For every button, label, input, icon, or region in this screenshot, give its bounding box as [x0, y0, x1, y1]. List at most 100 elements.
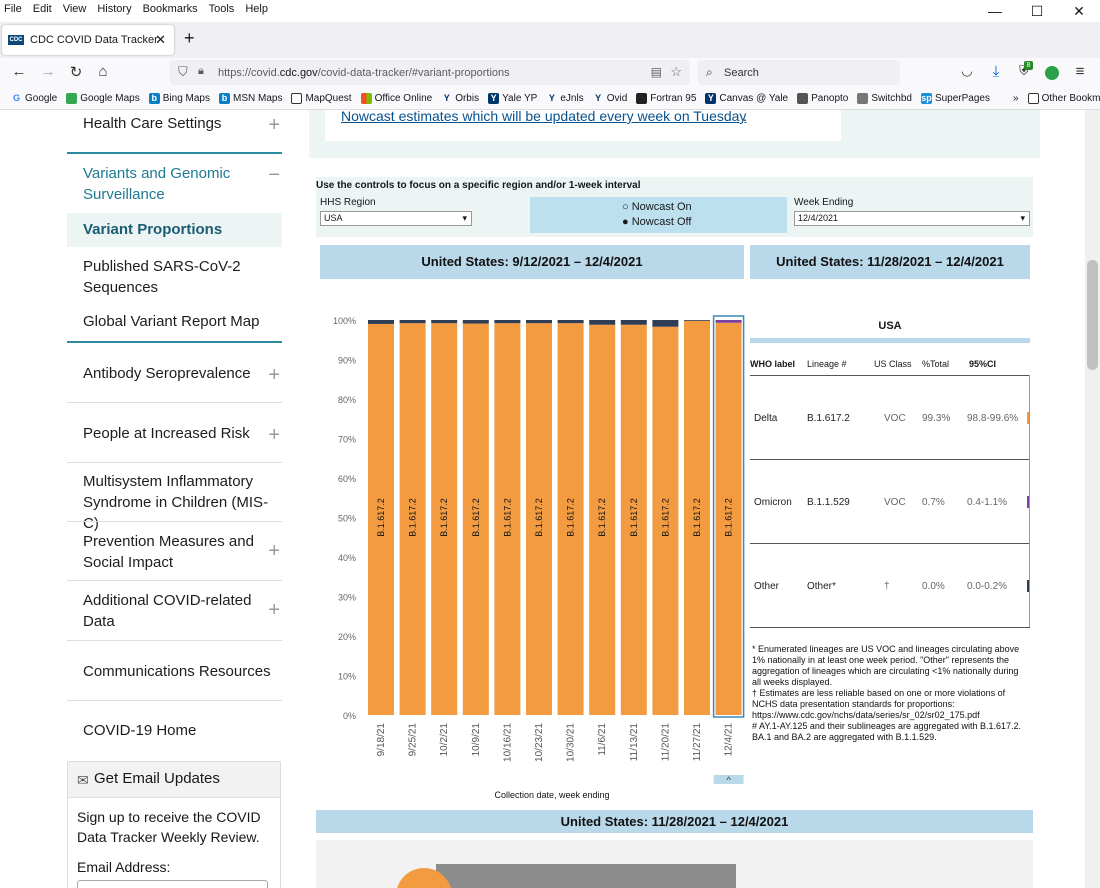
- expand-plus-icon[interactable]: +: [268, 114, 280, 136]
- x-axis-title: Collection date, week ending: [494, 790, 609, 800]
- bookmark-office-online[interactable]: Office Online: [360, 93, 432, 104]
- sidebar-item-mis-c[interactable]: Multisystem Inflammatory Syndrome in Chi…: [83, 473, 269, 532]
- bookmark-fortran[interactable]: Fortran 95: [636, 93, 696, 104]
- expand-plus-icon[interactable]: +: [268, 364, 280, 386]
- sidebar-item-prevention[interactable]: Prevention Measures and Social Impact +: [83, 533, 280, 571]
- bookmark-msn-maps[interactable]: b MSN Maps: [218, 93, 282, 104]
- bookmark-google[interactable]: G Google: [12, 93, 58, 104]
- menu-view[interactable]: View: [62, 2, 87, 15]
- mapquest-icon: [291, 93, 303, 104]
- reader-view-icon[interactable]: ▤: [650, 65, 662, 79]
- menu-help[interactable]: Help: [245, 2, 268, 15]
- home-icon[interactable]: ⌂: [98, 63, 108, 80]
- shield-icon[interactable]: ⛉: [178, 64, 188, 79]
- new-tab-icon[interactable]: +: [184, 28, 195, 48]
- divider: [67, 462, 282, 463]
- nowcast-link[interactable]: Nowcast estimates which will be updated …: [341, 110, 747, 124]
- url-bar[interactable]: ⛉ 🔒︎ https://covid. cdc.gov/covid-data-tr…: [170, 60, 690, 85]
- nowcast-off-radio[interactable]: ● Nowcast Off: [622, 216, 692, 228]
- menu-tools[interactable]: Tools: [208, 2, 235, 15]
- expand-plus-icon[interactable]: +: [268, 424, 280, 446]
- menu-file[interactable]: File: [4, 2, 22, 15]
- expand-plus-icon[interactable]: +: [268, 599, 280, 621]
- bookmark-switchbd[interactable]: Switchbd: [857, 93, 912, 104]
- sidebar-item-published-sequences[interactable]: Published SARS-CoV-2 Sequences: [83, 258, 241, 296]
- y-tick-label: 20%: [338, 632, 356, 642]
- bookmark-orbis[interactable]: Y Orbis: [441, 93, 479, 104]
- bookmark-google-maps[interactable]: Google Maps: [66, 93, 140, 104]
- scrollbar-thumb[interactable]: [1087, 260, 1098, 370]
- menu-history[interactable]: History: [97, 2, 132, 15]
- cell-lineage: B.1.1.529: [807, 497, 850, 508]
- week-select[interactable]: 12/4/2021: [794, 211, 1030, 226]
- bar-segment: [684, 320, 710, 321]
- collapse-minus-icon[interactable]: −: [268, 164, 280, 186]
- sidebar-item-variants[interactable]: Variants and Genomic Surveillance −: [83, 164, 280, 204]
- bookmark-canvas[interactable]: Y Canvas @ Yale: [705, 93, 788, 104]
- col-who: WHO label: [750, 359, 796, 369]
- extension-badge: 8: [1024, 61, 1033, 70]
- ejnls-icon: Y: [548, 93, 555, 103]
- browser-tab[interactable]: CDC CDC COVID Data Tracker ✕: [2, 25, 174, 55]
- sidebar-item-people-risk[interactable]: People at Increased Risk +: [83, 424, 280, 446]
- y-tick-label: 90%: [338, 356, 356, 366]
- nowcast-on-radio[interactable]: ○ Nowcast On: [622, 201, 692, 213]
- pocket-icon[interactable]: ◡: [961, 63, 973, 78]
- maximize-icon[interactable]: ☐: [1030, 2, 1044, 19]
- table-row[interactable]: Delta B.1.617.2 VOC 99.3% 98.8-99.6%: [750, 375, 1030, 459]
- forward-icon[interactable]: →: [40, 63, 56, 80]
- x-tick-label: 11/13/21: [629, 723, 640, 762]
- map-region[interactable]: [436, 864, 736, 888]
- sidebar-item-additional[interactable]: Additional COVID-related Data +: [83, 592, 280, 630]
- variant-table: USA WHO label Lineage # US Class %Total …: [750, 305, 1030, 635]
- week-label: Week Ending: [794, 197, 854, 208]
- sidebar-item-variant-proportions[interactable]: Variant Proportions: [83, 221, 223, 238]
- bar-label: B.1.617.2: [534, 498, 544, 537]
- bookmark-superpages[interactable]: sp SuperPages: [920, 93, 990, 104]
- account-icon[interactable]: [1045, 66, 1059, 80]
- search-box[interactable]: ⌕ Search: [698, 60, 900, 85]
- x-tick-label: 9/18/21: [376, 723, 387, 757]
- cell-who-label: Delta: [754, 413, 778, 424]
- divider: [67, 402, 282, 403]
- tab-close-icon[interactable]: ✕: [155, 32, 166, 47]
- reload-icon[interactable]: ↻: [69, 64, 83, 81]
- bar-segment: [399, 320, 426, 324]
- sidebar-item-health-care[interactable]: Health Care Settings +: [83, 114, 280, 136]
- downloads-icon[interactable]: ⤓: [992, 63, 1000, 80]
- region-select[interactable]: USA: [320, 211, 472, 226]
- bookmark-other[interactable]: Other Bookmarks: [1027, 93, 1100, 104]
- bookmark-mapquest[interactable]: MapQuest: [291, 93, 352, 104]
- cell-ci: 0.0-0.2%: [967, 581, 1008, 592]
- sidebar-item-covid-home[interactable]: COVID-19 Home: [83, 722, 197, 739]
- email-input[interactable]: [77, 880, 268, 888]
- lock-icon: 🔒︎: [198, 65, 204, 77]
- more-bookmarks-icon[interactable]: »: [1013, 93, 1019, 104]
- expand-plus-icon[interactable]: +: [268, 540, 280, 562]
- menu-edit[interactable]: Edit: [32, 2, 52, 15]
- bookmark-panopto[interactable]: Panopto: [797, 93, 848, 104]
- sidebar-item-global-variant-map[interactable]: Global Variant Report Map: [83, 313, 260, 330]
- bookmark-star-icon[interactable]: ☆: [670, 64, 682, 79]
- extension-icon[interactable]: ⛨: [1019, 63, 1029, 78]
- scrollbar[interactable]: [1085, 110, 1100, 888]
- table-row[interactable]: Omicron B.1.1.529 VOC 0.7% 0.4-1.1%: [750, 459, 1030, 543]
- minimize-icon[interactable]: —: [988, 3, 1002, 19]
- bookmark-bing-maps[interactable]: b Bing Maps: [148, 93, 210, 104]
- sidebar-item-antibody[interactable]: Antibody Seroprevalence +: [83, 364, 280, 386]
- close-icon[interactable]: ✕: [1073, 2, 1085, 19]
- cell-ci: 98.8-99.6%: [967, 413, 1019, 424]
- bar-label: B.1.617.2: [660, 498, 670, 537]
- bookmark-yale-yp[interactable]: Y Yale YP: [488, 93, 537, 104]
- hamburger-menu-icon[interactable]: ≡: [1075, 63, 1085, 80]
- sidebar-item-communications[interactable]: Communications Resources: [83, 663, 271, 680]
- bar-segment: [715, 320, 742, 323]
- x-tick-label: 11/20/21: [660, 723, 671, 762]
- bookmark-ovid[interactable]: Y Ovid: [593, 93, 627, 104]
- table-row[interactable]: Other Other* † 0.0% 0.0-0.2%: [750, 543, 1030, 627]
- bar-label: B.1.617.2: [692, 498, 702, 537]
- menu-bookmarks[interactable]: Bookmarks: [142, 2, 198, 15]
- map-marker[interactable]: [396, 868, 452, 888]
- back-icon[interactable]: ←: [11, 63, 27, 80]
